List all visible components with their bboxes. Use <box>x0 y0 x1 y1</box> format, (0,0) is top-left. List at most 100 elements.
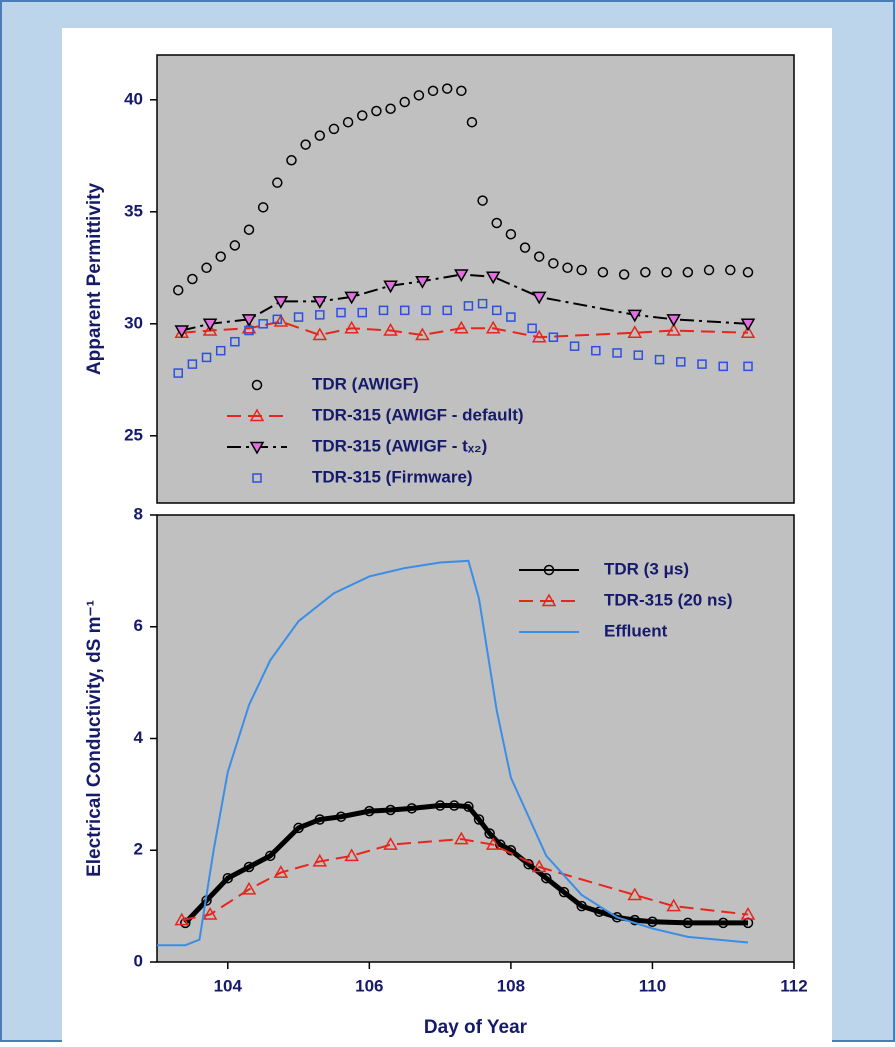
y-tick-label: 30 <box>124 313 143 332</box>
y-tick-label: 40 <box>124 89 143 108</box>
y-tick-label: 35 <box>124 201 143 220</box>
marker <box>244 325 254 336</box>
y-tick-label: 25 <box>124 425 143 444</box>
marker <box>569 341 580 351</box>
marker <box>725 264 736 276</box>
marker <box>703 264 715 276</box>
marker <box>251 379 263 391</box>
marker <box>466 116 478 128</box>
legend-label: TDR-315 (20 ns) <box>604 590 732 609</box>
marker <box>485 837 501 850</box>
x-tick-label: 104 <box>214 976 243 995</box>
legend-label: TDR-315 (AWIGF - tₓ₂) <box>312 436 487 455</box>
marker <box>666 323 681 336</box>
marker <box>385 804 396 816</box>
marker <box>202 318 218 332</box>
marker <box>576 264 587 276</box>
marker <box>272 177 283 188</box>
marker <box>383 837 398 850</box>
marker <box>399 305 410 316</box>
marker <box>222 872 234 884</box>
marker <box>406 803 418 814</box>
marker <box>531 291 547 305</box>
marker <box>202 906 218 920</box>
marker <box>491 305 502 316</box>
marker <box>174 912 190 926</box>
marker <box>312 853 328 867</box>
marker <box>174 325 190 339</box>
marker <box>484 828 495 839</box>
marker <box>442 305 452 316</box>
marker <box>258 319 268 329</box>
y-tick-label: 0 <box>134 951 143 970</box>
marker <box>201 262 212 274</box>
marker <box>241 320 257 334</box>
marker <box>399 96 410 108</box>
marker <box>477 298 488 309</box>
marker <box>314 130 326 141</box>
marker <box>661 267 672 278</box>
x-tick-label: 106 <box>355 976 383 995</box>
y-tick-label: 4 <box>134 728 144 747</box>
marker <box>612 348 622 358</box>
marker <box>187 359 198 369</box>
marker <box>300 139 311 150</box>
marker <box>383 280 398 294</box>
x-tick-label: 112 <box>780 976 807 995</box>
marker <box>523 858 534 870</box>
series-line <box>157 559 749 947</box>
marker <box>172 284 184 296</box>
marker <box>740 906 756 920</box>
marker <box>473 814 485 825</box>
y-tick-label: 2 <box>134 840 143 859</box>
marker <box>742 267 754 278</box>
marker <box>421 305 431 316</box>
marker <box>371 105 382 117</box>
marker <box>187 273 198 285</box>
plot-area <box>156 54 795 504</box>
marker <box>541 872 552 884</box>
marker <box>627 309 643 323</box>
marker <box>249 441 265 455</box>
marker <box>654 354 665 365</box>
marker <box>315 310 325 320</box>
marker <box>241 881 257 895</box>
marker <box>230 336 240 347</box>
marker <box>491 217 502 229</box>
x-tick-label: 108 <box>497 976 525 995</box>
marker <box>273 314 289 327</box>
marker <box>454 320 469 334</box>
marker <box>627 325 643 339</box>
marker <box>229 240 241 251</box>
marker <box>215 251 226 262</box>
marker <box>506 312 516 322</box>
marker <box>454 269 469 283</box>
marker <box>415 275 430 289</box>
marker <box>335 811 347 822</box>
marker <box>385 103 396 115</box>
marker <box>415 327 430 341</box>
marker <box>413 90 425 101</box>
marker <box>562 262 573 274</box>
marker <box>533 251 545 262</box>
marker <box>527 323 537 334</box>
marker <box>344 320 359 334</box>
y-tick-label: 8 <box>134 504 143 523</box>
marker <box>611 912 623 923</box>
marker <box>449 800 460 811</box>
marker <box>264 850 276 862</box>
marker <box>633 350 644 360</box>
marker <box>740 318 756 332</box>
marker <box>336 307 346 318</box>
legend-label: TDR (AWIGF) <box>312 374 419 393</box>
marker <box>454 831 469 845</box>
marker <box>543 564 555 576</box>
marker <box>682 917 694 929</box>
marker <box>541 593 557 607</box>
marker <box>273 865 289 878</box>
y-axis-label: Electrical Conductivity, dS m⁻¹ <box>84 600 105 877</box>
marker <box>202 323 218 336</box>
marker <box>357 307 368 318</box>
x-tick-label: 110 <box>639 976 666 995</box>
